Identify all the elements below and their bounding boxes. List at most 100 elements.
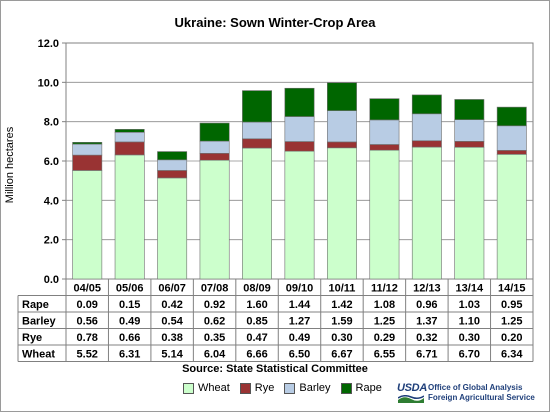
legend-item-rye: Rye (239, 382, 275, 394)
chart-title: Ukraine: Sown Winter-Crop Area (174, 15, 376, 30)
x-tick-label-08-09: 08/09 (243, 283, 271, 295)
bar-rape-14-15 (496, 106, 527, 127)
data-label-barley-10-11: 1.59 (331, 316, 352, 328)
legend-label-barley: Barley (299, 382, 331, 394)
data-label-barley-07-08: 0.62 (204, 316, 225, 328)
data-label-wheat-12-13: 6.71 (416, 349, 437, 361)
data-label-rape-12-13: 0.96 (416, 299, 437, 311)
data-label-barley-06-07: 0.54 (161, 316, 183, 328)
data-label-rye-10-11: 0.30 (331, 332, 352, 344)
data-label-rape-11-12: 1.08 (374, 299, 395, 311)
legend-item-barley: Barley (284, 382, 331, 394)
bar-rye-11-12 (369, 144, 400, 151)
legend-item-rape: Rape (340, 382, 382, 394)
bar-rye-12-13 (411, 140, 442, 148)
data-label-rape-13-14: 1.03 (459, 299, 480, 311)
bar-wheat-06-07 (157, 177, 188, 280)
table-row-label-wheat: Wheat (22, 349, 55, 361)
bar-rye-06-07 (157, 170, 188, 179)
data-label-rye-06-07: 0.38 (161, 332, 182, 344)
bar-rye-13-14 (454, 141, 485, 148)
data-label-wheat-09-10: 6.50 (289, 349, 310, 361)
legend-label-rape: Rape (355, 382, 382, 394)
data-label-rye-11-12: 0.29 (374, 332, 395, 344)
bar-wheat-14-15 (496, 154, 527, 280)
legend-swatch-rape (340, 382, 352, 394)
data-label-rape-06-07: 0.42 (161, 299, 182, 311)
bar-rye-04-05 (72, 154, 103, 171)
data-label-barley-04-05: 0.56 (77, 316, 98, 328)
x-tick-label-05-06: 05/06 (116, 283, 144, 295)
bar-wheat-05-06 (114, 154, 145, 280)
bar-rape-09-10 (284, 87, 315, 117)
bar-barley-13-14 (454, 119, 485, 142)
x-tick-label-11-12: 11/12 (371, 283, 398, 295)
bar-wheat-12-13 (411, 146, 442, 280)
bar-rye-10-11 (327, 141, 357, 149)
bar-barley-09-10 (284, 116, 315, 142)
x-tick-label-06-07: 06/07 (158, 283, 186, 295)
bar-rape-08-09 (242, 90, 272, 123)
bar-barley-12-13 (411, 113, 442, 142)
bar-wheat-09-10 (284, 150, 315, 280)
legend-label-wheat: Wheat (198, 382, 230, 394)
y-tick-label-6-0: 6.0 (44, 156, 59, 168)
data-label-rape-09-10: 1.44 (289, 299, 311, 311)
y-tick-label-4-0: 4.0 (44, 195, 59, 207)
data-label-rape-08-09: 1.60 (246, 299, 267, 311)
bar-barley-06-07 (157, 159, 188, 171)
data-label-rape-05-06: 0.15 (119, 299, 140, 311)
x-tick-label-14-15: 14/15 (498, 283, 526, 295)
bar-rape-13-14 (454, 99, 485, 121)
x-tick-label-13-14: 13/14 (456, 283, 484, 295)
data-label-wheat-06-07: 5.14 (161, 349, 183, 361)
bar-barley-14-15 (496, 125, 527, 151)
x-tick-label-04-05: 04/05 (73, 283, 101, 295)
bar-rape-11-12 (369, 98, 400, 121)
bar-rape-12-13 (411, 94, 442, 115)
bar-rape-10-11 (327, 82, 357, 111)
bar-wheat-11-12 (369, 149, 400, 280)
data-label-barley-09-10: 1.27 (289, 316, 310, 328)
data-label-rye-08-09: 0.47 (246, 332, 267, 344)
y-tick-label-8-0: 8.0 (44, 117, 59, 129)
legend-swatch-wheat (183, 382, 194, 394)
x-tick-label-07-08: 07/08 (201, 283, 229, 295)
data-label-rye-07-08: 0.35 (204, 332, 225, 344)
data-label-rye-14-15: 0.20 (501, 332, 522, 344)
bar-rape-05-06 (114, 129, 145, 133)
bar-rye-14-15 (496, 150, 527, 155)
data-label-rape-04-05: 0.09 (77, 299, 98, 311)
y-tick-label-0-0: 0.0 (44, 274, 59, 286)
data-label-barley-11-12: 1.25 (374, 316, 395, 328)
usda-office-line: Office of Global Analysis (428, 383, 523, 392)
bar-wheat-08-09 (242, 147, 272, 280)
x-tick-label-12-13: 12/13 (413, 283, 441, 295)
bar-wheat-04-05 (72, 170, 103, 280)
legend-label-rye: Rye (254, 382, 275, 394)
bar-rape-06-07 (157, 151, 188, 161)
data-label-wheat-10-11: 6.67 (331, 349, 352, 361)
bar-wheat-07-08 (199, 159, 230, 280)
data-label-barley-12-13: 1.37 (416, 316, 437, 328)
usda-logo: USDA Office of Global Analysis Foreign A… (397, 382, 543, 406)
data-label-wheat-14-15: 6.34 (501, 349, 523, 361)
legend: Wheat Rye Barley Rape (183, 382, 382, 394)
data-label-wheat-04-05: 5.52 (77, 349, 98, 361)
source-note: Source: State Statistical Committee (182, 363, 368, 375)
data-label-rye-12-13: 0.32 (416, 332, 437, 344)
bar-rape-04-05 (72, 142, 103, 145)
bar-rye-05-06 (114, 141, 145, 156)
legend-swatch-rye (239, 382, 251, 394)
bar-rye-09-10 (284, 141, 315, 152)
bar-barley-04-05 (72, 143, 103, 156)
y-tick-label-10-0: 10.0 (38, 77, 59, 89)
data-label-rye-04-05: 0.78 (77, 332, 98, 344)
table-row-label-rape: Rape (22, 299, 49, 311)
data-label-barley-13-14: 1.10 (459, 316, 480, 328)
table-row-label-rye: Rye (22, 332, 42, 344)
bar-barley-05-06 (114, 131, 145, 143)
data-label-rape-10-11: 1.42 (331, 299, 352, 311)
data-label-rye-13-14: 0.30 (459, 332, 480, 344)
